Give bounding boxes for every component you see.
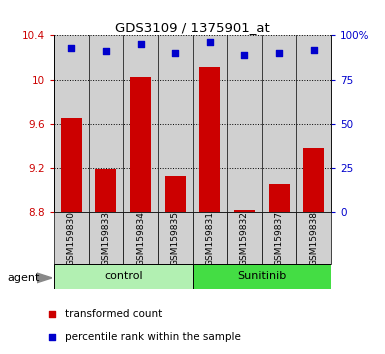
Title: GDS3109 / 1375901_at: GDS3109 / 1375901_at	[115, 21, 270, 34]
Polygon shape	[37, 273, 52, 283]
Point	[311, 47, 317, 52]
Point	[241, 52, 248, 58]
Bar	[165, 176, 186, 212]
Text: transformed count: transformed count	[65, 309, 162, 319]
Bar	[158, 35, 192, 212]
FancyBboxPatch shape	[123, 212, 158, 264]
Point	[318, 20, 324, 25]
FancyBboxPatch shape	[192, 212, 227, 264]
Point	[318, 229, 324, 235]
Bar	[95, 169, 116, 212]
Bar	[234, 210, 255, 212]
FancyBboxPatch shape	[89, 212, 123, 264]
Text: GSM159832: GSM159832	[240, 211, 249, 266]
FancyBboxPatch shape	[227, 212, 262, 264]
Text: GSM159838: GSM159838	[309, 211, 318, 266]
Bar	[199, 68, 220, 212]
Point	[207, 40, 213, 45]
Bar	[89, 35, 123, 212]
Bar	[123, 35, 158, 212]
FancyBboxPatch shape	[296, 212, 331, 264]
FancyBboxPatch shape	[262, 212, 296, 264]
Point	[68, 45, 74, 51]
Text: GSM159834: GSM159834	[136, 211, 145, 266]
Text: Sunitinib: Sunitinib	[237, 271, 286, 281]
Bar	[303, 148, 324, 212]
Text: GSM159837: GSM159837	[275, 211, 284, 266]
FancyBboxPatch shape	[54, 212, 89, 264]
Text: GSM159833: GSM159833	[101, 211, 110, 266]
Bar	[262, 35, 296, 212]
Point	[276, 50, 282, 56]
Text: agent: agent	[8, 273, 40, 283]
Bar	[192, 35, 227, 212]
Bar	[227, 35, 262, 212]
Text: control: control	[104, 271, 142, 281]
Bar	[54, 35, 89, 212]
Point	[137, 41, 144, 47]
Bar	[296, 35, 331, 212]
Text: GSM159835: GSM159835	[171, 211, 180, 266]
Bar	[61, 118, 82, 212]
Point	[103, 48, 109, 54]
Text: percentile rank within the sample: percentile rank within the sample	[65, 332, 241, 342]
Bar	[269, 184, 290, 212]
Text: GSM159830: GSM159830	[67, 211, 76, 266]
Text: GSM159831: GSM159831	[205, 211, 214, 266]
Point	[172, 50, 178, 56]
FancyBboxPatch shape	[158, 212, 192, 264]
FancyBboxPatch shape	[192, 264, 331, 289]
FancyBboxPatch shape	[54, 264, 192, 289]
Bar	[130, 78, 151, 212]
